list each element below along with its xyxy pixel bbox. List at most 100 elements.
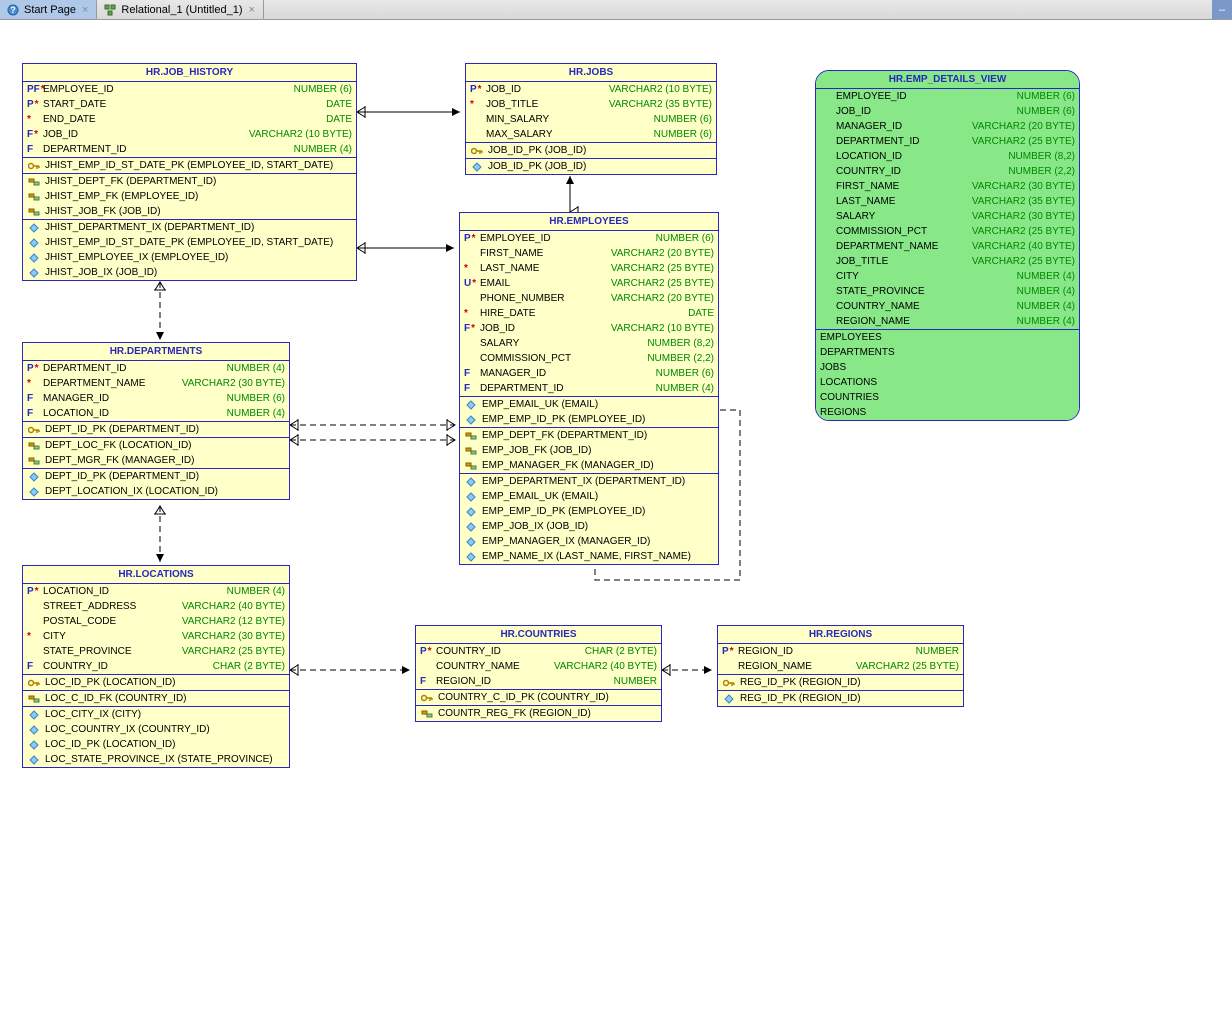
column-row[interactable]: DEPARTMENT_IDVARCHAR2 (25 BYTE)	[816, 134, 1079, 149]
column-row[interactable]: P*START_DATEDATE	[23, 97, 356, 112]
index-row[interactable]: LOC_ID_PK (LOCATION_ID)	[23, 737, 289, 752]
column-row[interactable]: STATE_PROVINCEVARCHAR2 (25 BYTE)	[23, 644, 289, 659]
fk-row[interactable]: DEPT_LOC_FK (LOCATION_ID)	[23, 438, 289, 453]
unique-row[interactable]: EMP_EMP_ID_PK (EMPLOYEE_ID)	[460, 412, 718, 427]
column-row[interactable]: COMMISSION_PCTVARCHAR2 (25 BYTE)	[816, 224, 1079, 239]
index-row[interactable]: EMP_DEPARTMENT_IX (DEPARTMENT_ID)	[460, 474, 718, 489]
index-row[interactable]: REG_ID_PK (REGION_ID)	[718, 691, 963, 706]
column-row[interactable]: COUNTRY_NAMENUMBER (4)	[816, 299, 1079, 314]
index-row[interactable]: JHIST_EMPLOYEE_IX (EMPLOYEE_ID)	[23, 250, 356, 265]
entity-emp_details_view[interactable]: HR.EMP_DETAILS_VIEWEMPLOYEE_IDNUMBER (6)…	[815, 70, 1080, 421]
tab-start-page[interactable]: ? Start Page ×	[0, 0, 97, 19]
column-row[interactable]: PF*EMPLOYEE_IDNUMBER (6)	[23, 82, 356, 97]
minimize-button[interactable]: –	[1212, 0, 1232, 19]
column-row[interactable]: MAX_SALARYNUMBER (6)	[466, 127, 716, 142]
column-row[interactable]: FIRST_NAMEVARCHAR2 (20 BYTE)	[460, 246, 718, 261]
index-row[interactable]: EMP_MANAGER_IX (MANAGER_ID)	[460, 534, 718, 549]
fk-row[interactable]: EMP_DEPT_FK (DEPARTMENT_ID)	[460, 428, 718, 443]
pk-row[interactable]: JHIST_EMP_ID_ST_DATE_PK (EMPLOYEE_ID, ST…	[23, 158, 356, 173]
fk-row[interactable]: EMP_JOB_FK (JOB_ID)	[460, 443, 718, 458]
column-row[interactable]: *HIRE_DATEDATE	[460, 306, 718, 321]
index-row[interactable]: JHIST_DEPARTMENT_IX (DEPARTMENT_ID)	[23, 220, 356, 235]
source-row[interactable]: REGIONS	[816, 405, 1079, 420]
column-row[interactable]: PHONE_NUMBERVARCHAR2 (20 BYTE)	[460, 291, 718, 306]
column-row[interactable]: FMANAGER_IDNUMBER (6)	[460, 366, 718, 381]
close-icon[interactable]: ×	[247, 4, 257, 16]
column-row[interactable]: LOCATION_IDNUMBER (8,2)	[816, 149, 1079, 164]
column-row[interactable]: LAST_NAMEVARCHAR2 (35 BYTE)	[816, 194, 1079, 209]
entity-departments[interactable]: HR.DEPARTMENTSP*DEPARTMENT_IDNUMBER (4)*…	[22, 342, 290, 500]
column-row[interactable]: *LAST_NAMEVARCHAR2 (25 BYTE)	[460, 261, 718, 276]
column-row[interactable]: P*EMPLOYEE_IDNUMBER (6)	[460, 231, 718, 246]
source-row[interactable]: EMPLOYEES	[816, 330, 1079, 345]
column-row[interactable]: SALARYVARCHAR2 (30 BYTE)	[816, 209, 1079, 224]
entity-regions[interactable]: HR.REGIONSP*REGION_IDNUMBERREGION_NAMEVA…	[717, 625, 964, 707]
column-row[interactable]: F*JOB_IDVARCHAR2 (10 BYTE)	[23, 127, 356, 142]
column-row[interactable]: FMANAGER_IDNUMBER (6)	[23, 391, 289, 406]
index-row[interactable]: LOC_COUNTRY_IX (COUNTRY_ID)	[23, 722, 289, 737]
index-row[interactable]: EMP_EMP_ID_PK (EMPLOYEE_ID)	[460, 504, 718, 519]
entity-jobs[interactable]: HR.JOBSP*JOB_IDVARCHAR2 (10 BYTE)*JOB_TI…	[465, 63, 717, 175]
fk-row[interactable]: JHIST_DEPT_FK (DEPARTMENT_ID)	[23, 174, 356, 189]
column-row[interactable]: P*COUNTRY_IDCHAR (2 BYTE)	[416, 644, 661, 659]
column-row[interactable]: JOB_IDNUMBER (6)	[816, 104, 1079, 119]
column-row[interactable]: P*JOB_IDVARCHAR2 (10 BYTE)	[466, 82, 716, 97]
pk-row[interactable]: DEPT_ID_PK (DEPARTMENT_ID)	[23, 422, 289, 437]
column-row[interactable]: P*LOCATION_IDNUMBER (4)	[23, 584, 289, 599]
column-row[interactable]: *END_DATEDATE	[23, 112, 356, 127]
column-row[interactable]: REGION_NAMENUMBER (4)	[816, 314, 1079, 329]
column-row[interactable]: COMMISSION_PCTNUMBER (2,2)	[460, 351, 718, 366]
index-row[interactable]: EMP_NAME_IX (LAST_NAME, FIRST_NAME)	[460, 549, 718, 564]
source-row[interactable]: JOBS	[816, 360, 1079, 375]
source-row[interactable]: LOCATIONS	[816, 375, 1079, 390]
fk-row[interactable]: LOC_C_ID_FK (COUNTRY_ID)	[23, 691, 289, 706]
column-row[interactable]: *JOB_TITLEVARCHAR2 (35 BYTE)	[466, 97, 716, 112]
column-row[interactable]: MIN_SALARYNUMBER (6)	[466, 112, 716, 127]
index-row[interactable]: EMP_EMAIL_UK (EMAIL)	[460, 489, 718, 504]
index-row[interactable]: EMP_JOB_IX (JOB_ID)	[460, 519, 718, 534]
index-row[interactable]: JHIST_JOB_IX (JOB_ID)	[23, 265, 356, 280]
column-row[interactable]: FCOUNTRY_IDCHAR (2 BYTE)	[23, 659, 289, 674]
column-row[interactable]: COUNTRY_NAMEVARCHAR2 (40 BYTE)	[416, 659, 661, 674]
column-row[interactable]: CITYNUMBER (4)	[816, 269, 1079, 284]
column-row[interactable]: SALARYNUMBER (8,2)	[460, 336, 718, 351]
pk-row[interactable]: JOB_ID_PK (JOB_ID)	[466, 143, 716, 158]
column-row[interactable]: COUNTRY_IDNUMBER (2,2)	[816, 164, 1079, 179]
fk-row[interactable]: JHIST_JOB_FK (JOB_ID)	[23, 204, 356, 219]
fk-row[interactable]: DEPT_MGR_FK (MANAGER_ID)	[23, 453, 289, 468]
index-row[interactable]: LOC_CITY_IX (CITY)	[23, 707, 289, 722]
entity-job_history[interactable]: HR.JOB_HISTORYPF*EMPLOYEE_IDNUMBER (6)P*…	[22, 63, 357, 281]
entity-countries[interactable]: HR.COUNTRIESP*COUNTRY_IDCHAR (2 BYTE)COU…	[415, 625, 662, 722]
column-row[interactable]: FDEPARTMENT_IDNUMBER (4)	[460, 381, 718, 396]
column-row[interactable]: FREGION_IDNUMBER	[416, 674, 661, 689]
column-row[interactable]: STREET_ADDRESSVARCHAR2 (40 BYTE)	[23, 599, 289, 614]
column-row[interactable]: P*REGION_IDNUMBER	[718, 644, 963, 659]
column-row[interactable]: FLOCATION_IDNUMBER (4)	[23, 406, 289, 421]
source-row[interactable]: DEPARTMENTS	[816, 345, 1079, 360]
diagram-canvas[interactable]: HR.JOB_HISTORYPF*EMPLOYEE_IDNUMBER (6)P*…	[0, 20, 1232, 1024]
pk-row[interactable]: REG_ID_PK (REGION_ID)	[718, 675, 963, 690]
source-row[interactable]: COUNTRIES	[816, 390, 1079, 405]
index-row[interactable]: JOB_ID_PK (JOB_ID)	[466, 159, 716, 174]
close-icon[interactable]: ×	[80, 4, 90, 16]
fk-row[interactable]: COUNTR_REG_FK (REGION_ID)	[416, 706, 661, 721]
column-row[interactable]: DEPARTMENT_NAMEVARCHAR2 (40 BYTE)	[816, 239, 1079, 254]
column-row[interactable]: EMPLOYEE_IDNUMBER (6)	[816, 89, 1079, 104]
column-row[interactable]: P*DEPARTMENT_IDNUMBER (4)	[23, 361, 289, 376]
column-row[interactable]: STATE_PROVINCENUMBER (4)	[816, 284, 1079, 299]
tab-relational[interactable]: Relational_1 (Untitled_1) ×	[97, 0, 264, 19]
unique-row[interactable]: EMP_EMAIL_UK (EMAIL)	[460, 397, 718, 412]
column-row[interactable]: POSTAL_CODEVARCHAR2 (12 BYTE)	[23, 614, 289, 629]
index-row[interactable]: LOC_STATE_PROVINCE_IX (STATE_PROVINCE)	[23, 752, 289, 767]
column-row[interactable]: F*JOB_IDVARCHAR2 (10 BYTE)	[460, 321, 718, 336]
pk-row[interactable]: LOC_ID_PK (LOCATION_ID)	[23, 675, 289, 690]
column-row[interactable]: FIRST_NAMEVARCHAR2 (30 BYTE)	[816, 179, 1079, 194]
column-row[interactable]: *CITYVARCHAR2 (30 BYTE)	[23, 629, 289, 644]
column-row[interactable]: *DEPARTMENT_NAMEVARCHAR2 (30 BYTE)	[23, 376, 289, 391]
column-row[interactable]: U*EMAILVARCHAR2 (25 BYTE)	[460, 276, 718, 291]
entity-employees[interactable]: HR.EMPLOYEESP*EMPLOYEE_IDNUMBER (6)FIRST…	[459, 212, 719, 565]
fk-row[interactable]: EMP_MANAGER_FK (MANAGER_ID)	[460, 458, 718, 473]
index-row[interactable]: DEPT_ID_PK (DEPARTMENT_ID)	[23, 469, 289, 484]
column-row[interactable]: REGION_NAMEVARCHAR2 (25 BYTE)	[718, 659, 963, 674]
column-row[interactable]: JOB_TITLEVARCHAR2 (25 BYTE)	[816, 254, 1079, 269]
